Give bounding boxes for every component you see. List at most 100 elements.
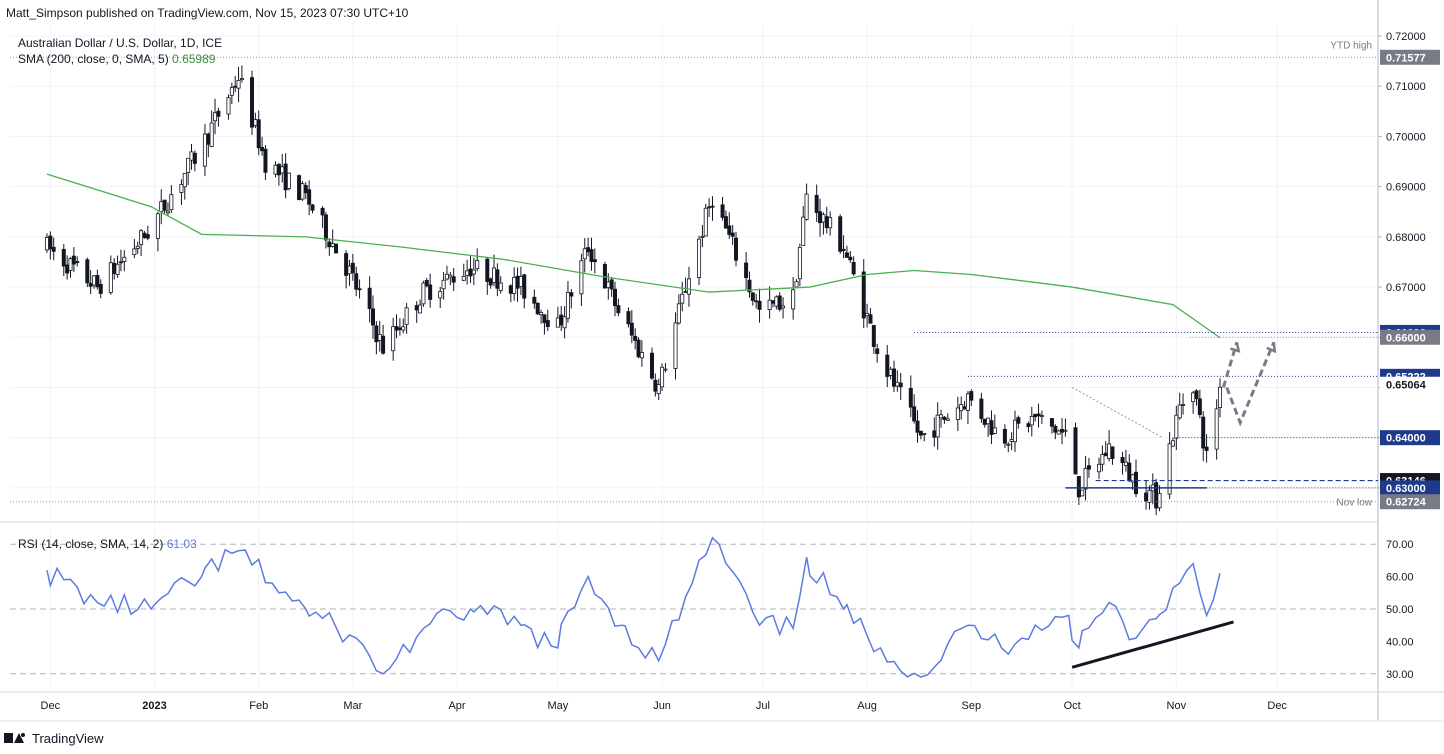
candle-up <box>492 267 497 283</box>
sma-legend-label: SMA (200, close, 0, SMA, 5) <box>18 52 169 66</box>
candle-down <box>256 119 261 149</box>
candle-down <box>1110 446 1115 459</box>
candle-down <box>777 295 782 310</box>
rsi-tick-label: 30.00 <box>1386 669 1414 681</box>
candle-up <box>680 293 685 304</box>
candle-down <box>112 262 117 274</box>
candle-down <box>515 275 520 289</box>
candle-down <box>428 284 433 300</box>
projection-arrow-line <box>1225 341 1276 427</box>
tradingview-logo-icon <box>4 731 26 745</box>
candle-up <box>226 97 231 115</box>
candle-down <box>61 248 66 267</box>
candle-up <box>108 262 113 293</box>
candle-down <box>757 300 762 310</box>
level-price-label-bg <box>1380 430 1440 446</box>
candle-up <box>1012 419 1017 443</box>
candle-down <box>569 292 574 297</box>
candle-up <box>1006 443 1011 446</box>
candle-down <box>1076 476 1081 498</box>
candle-down <box>649 352 654 379</box>
candle-up <box>579 260 584 295</box>
candle-up <box>518 276 523 288</box>
level-price-label-bg <box>1380 494 1440 510</box>
candle-up <box>1029 415 1034 426</box>
candle-up <box>582 248 587 260</box>
level-price-label: 0.63000 <box>1386 483 1426 495</box>
candle-up <box>992 427 997 434</box>
projection-arrowhead <box>1230 342 1241 353</box>
candle-down <box>1154 482 1159 509</box>
candle-up <box>562 316 567 329</box>
candle-up <box>165 210 170 214</box>
candle-up <box>791 289 796 310</box>
candle-down <box>414 305 419 311</box>
level-price-label: 0.66000 <box>1386 332 1426 344</box>
candle-down <box>75 261 80 263</box>
x-tick-label: Aug <box>857 700 877 712</box>
rsi-tick-label: 60.00 <box>1386 572 1414 584</box>
candle-up <box>700 236 705 238</box>
sma-legend[interactable]: SMA (200, close, 0, SMA, 5) 0.65989 <box>18 52 215 66</box>
candle-up <box>1100 454 1105 465</box>
candle-down <box>1033 413 1038 418</box>
candle-down <box>962 406 967 410</box>
candle-down <box>303 185 308 194</box>
candle-up <box>1039 415 1044 417</box>
candle-down <box>559 314 564 326</box>
projection-arrows <box>1221 341 1277 427</box>
candle-down <box>381 335 386 354</box>
candle-down <box>747 279 752 293</box>
candle-up <box>179 184 184 193</box>
candle-down <box>542 314 547 324</box>
candle-up <box>229 87 234 96</box>
candle-down <box>206 133 211 145</box>
candle-up <box>767 299 772 311</box>
x-tick-label: Dec <box>41 700 61 712</box>
candle-up <box>189 151 194 161</box>
candle-up <box>155 213 160 239</box>
candle-down <box>495 269 500 289</box>
candle-up <box>656 384 661 395</box>
candle-up <box>401 326 406 331</box>
candle-down <box>744 262 749 279</box>
level-price-label: 0.62724 <box>1386 497 1427 509</box>
candle-down <box>653 379 658 392</box>
candle-up <box>673 322 678 369</box>
candle-down <box>162 199 167 211</box>
candle-up <box>865 312 870 317</box>
price-tick-label: 0.67000 <box>1386 282 1426 294</box>
x-tick-label: Sep <box>962 700 982 712</box>
symbol-legend-text: Australian Dollar / U.S. Dollar, 1D, ICE <box>18 36 223 50</box>
candle-up <box>68 258 73 271</box>
candle-down <box>71 255 76 265</box>
candle-down <box>260 146 265 152</box>
candle-up <box>663 368 668 371</box>
candle-down <box>1133 471 1138 495</box>
candle-down <box>629 322 634 336</box>
candle-up <box>186 157 191 173</box>
candle-up <box>828 217 833 229</box>
candle-up <box>132 248 137 255</box>
candle-up <box>330 243 335 247</box>
symbol-legend[interactable]: Australian Dollar / U.S. Dollar, 1D, ICE <box>18 36 222 50</box>
candle-down <box>1197 398 1202 415</box>
candle-down <box>142 232 147 239</box>
candle-up <box>1167 443 1172 495</box>
candle-down <box>969 391 974 401</box>
candle-down <box>918 430 923 436</box>
candle-down <box>1144 492 1149 502</box>
candle-down <box>754 300 759 303</box>
footer-brand[interactable]: TradingView <box>4 728 104 748</box>
rsi-legend[interactable]: RSI (14, close, SMA, 14, 2) 61.03 <box>18 537 197 551</box>
candle-up <box>959 404 964 412</box>
candle-down <box>723 216 728 229</box>
candle-up <box>555 317 560 328</box>
candle-up <box>676 303 681 324</box>
candle-up <box>1177 404 1182 419</box>
candle-up <box>475 260 480 270</box>
candle-down <box>95 275 100 288</box>
x-tick-label: Jul <box>756 700 770 712</box>
candle-down <box>979 398 984 419</box>
